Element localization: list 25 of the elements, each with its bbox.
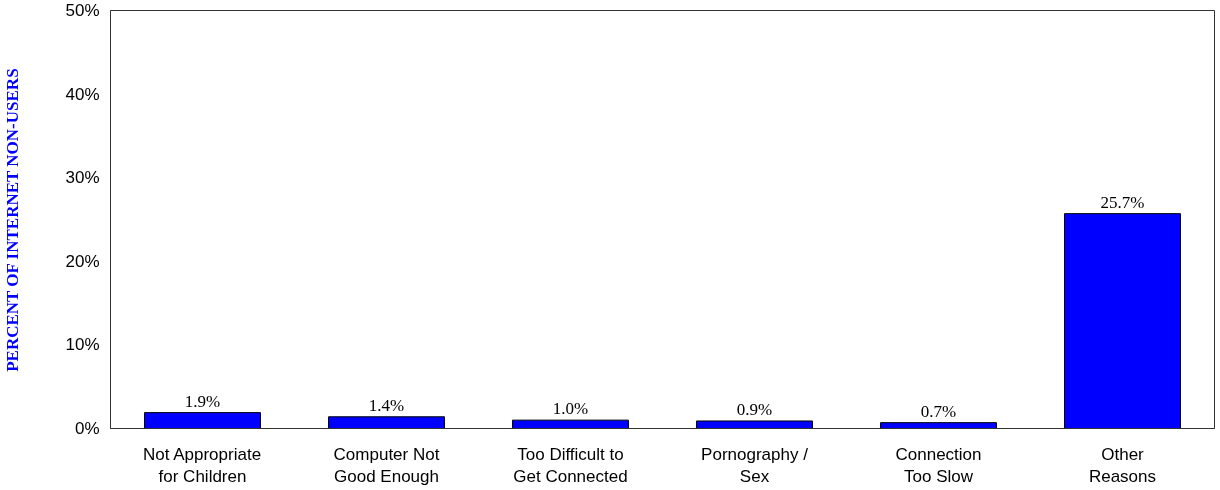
x-tick-label: Not Appropriate for Children bbox=[142, 444, 262, 487]
bar bbox=[1064, 213, 1181, 429]
y-tick-label: 30% bbox=[65, 168, 100, 188]
x-tick-label: Pornography / Sex bbox=[701, 444, 809, 487]
data-label: 25.7% bbox=[1100, 192, 1145, 212]
y-tick-label: 20% bbox=[65, 251, 100, 271]
y-tick-label: 40% bbox=[65, 84, 100, 104]
data-label: 1.9% bbox=[184, 391, 221, 411]
bar bbox=[512, 419, 629, 429]
bar bbox=[880, 422, 997, 429]
x-tick-label: Computer Not Good Enough bbox=[333, 444, 440, 487]
data-label: 0.9% bbox=[736, 399, 773, 419]
bar bbox=[696, 420, 813, 429]
y-tick-label: 0% bbox=[74, 419, 100, 438]
data-label: 0.7% bbox=[920, 401, 957, 421]
x-tick-label: Too Difficult to Get Connected bbox=[513, 444, 628, 487]
y-tick-label: 50% bbox=[65, 1, 100, 20]
bar bbox=[144, 412, 261, 429]
y-tick-label: 10% bbox=[65, 335, 100, 355]
x-tick-label: Connection Too Slow bbox=[895, 444, 982, 487]
data-label: 1.4% bbox=[368, 395, 405, 415]
data-label: 1.0% bbox=[552, 399, 589, 419]
x-tick-label: Other Reasons bbox=[1088, 444, 1157, 487]
bar bbox=[328, 416, 445, 429]
y-axis-title: PERCENT OF INTERNET NON-USERS bbox=[3, 68, 23, 372]
